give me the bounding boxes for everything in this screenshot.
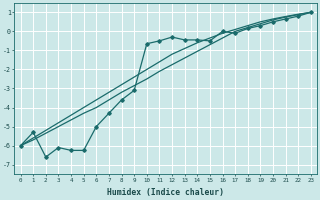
X-axis label: Humidex (Indice chaleur): Humidex (Indice chaleur) [107,188,224,197]
